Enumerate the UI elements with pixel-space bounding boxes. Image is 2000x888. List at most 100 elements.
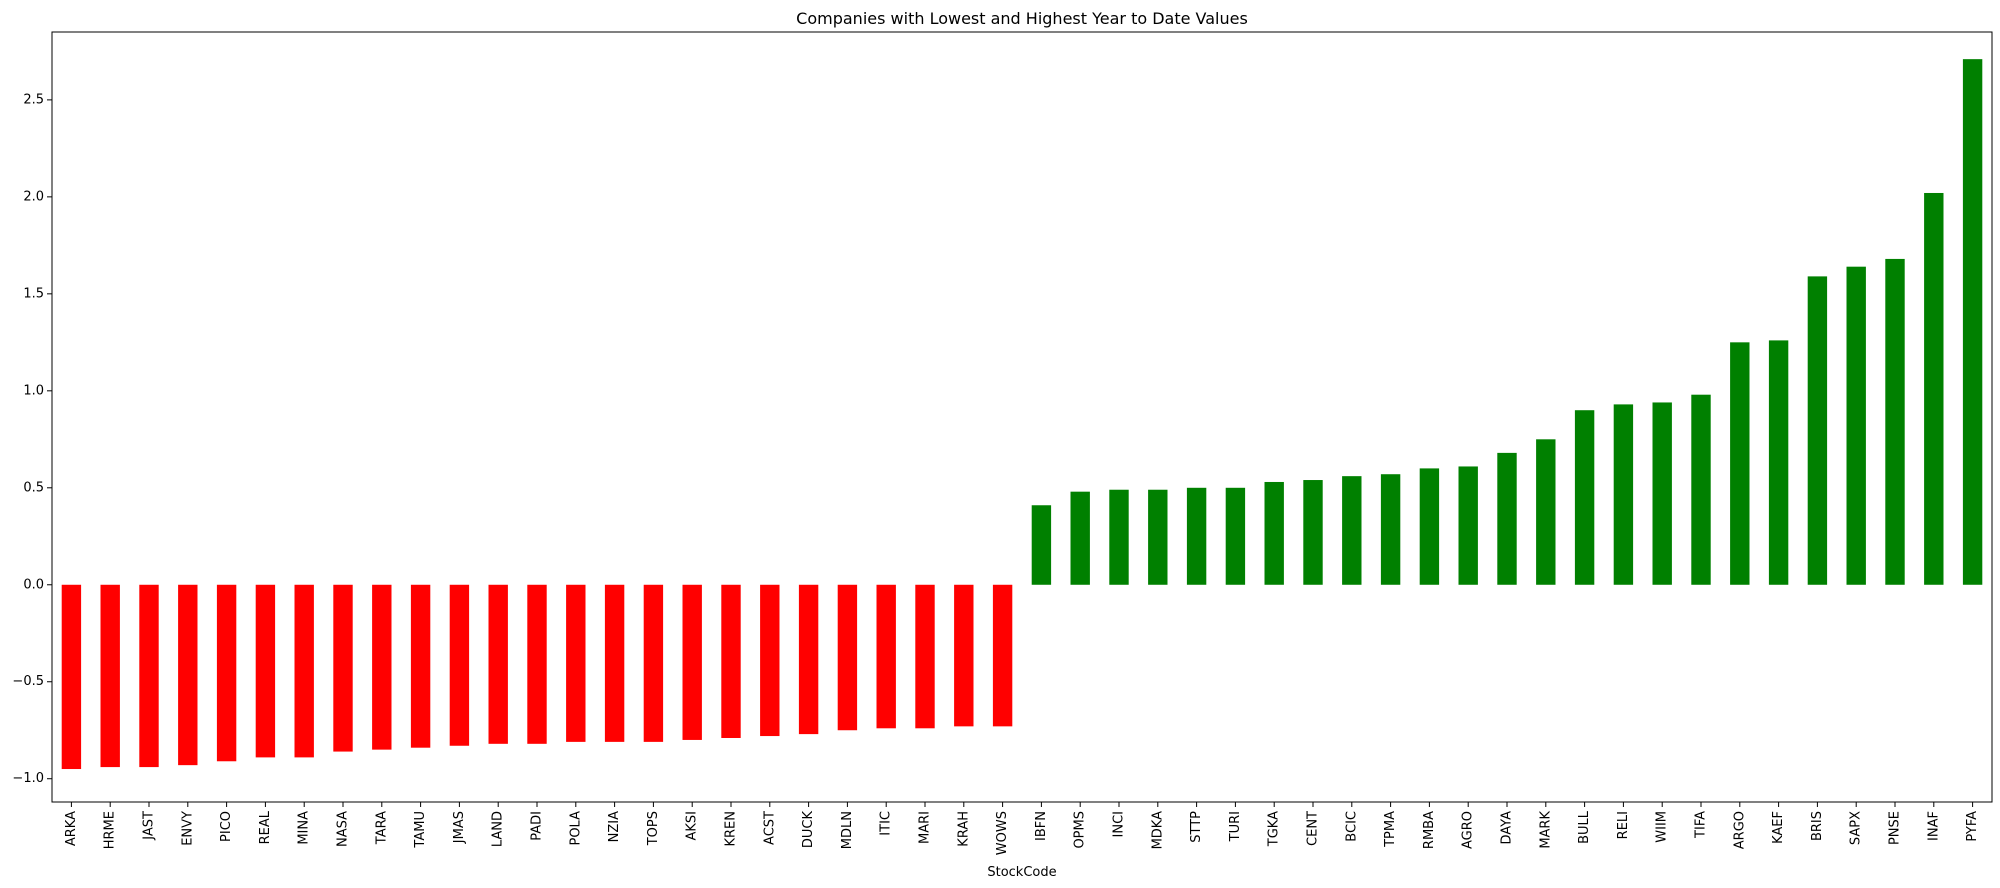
x-tick-label: OPMS bbox=[1073, 811, 1088, 849]
y-tick-label: 1.5 bbox=[23, 286, 44, 301]
x-tick-label: WIIM bbox=[1655, 811, 1670, 843]
x-tick-label: KAEF bbox=[1771, 811, 1786, 844]
x-tick-label: WOWS bbox=[995, 811, 1010, 855]
x-tick-label: ITIC bbox=[879, 811, 894, 836]
x-tick-label: BULL bbox=[1577, 810, 1592, 844]
bar-tops bbox=[643, 584, 664, 742]
x-tick-label: PYFA bbox=[1965, 811, 1980, 842]
bar-real bbox=[255, 584, 276, 758]
bar-envy bbox=[178, 584, 198, 766]
x-tick-label: ARGO bbox=[1732, 811, 1747, 849]
bar-opms bbox=[1070, 491, 1090, 585]
bar-jmas bbox=[449, 584, 470, 746]
y-tick-label: 2.0 bbox=[23, 189, 44, 204]
x-tick-label: JAST bbox=[142, 811, 157, 841]
x-tick-label: LAND bbox=[491, 811, 506, 847]
bar-daya bbox=[1497, 452, 1517, 585]
bar-rmba bbox=[1419, 468, 1440, 585]
x-tick-label: NASA bbox=[336, 811, 351, 847]
bar-kaef bbox=[1768, 340, 1789, 585]
x-tick-label: KRAH bbox=[956, 811, 971, 847]
bar-pnse bbox=[1885, 258, 1905, 585]
bar-arka bbox=[61, 584, 82, 770]
bar-kren bbox=[721, 584, 741, 738]
x-tick-label: RELI bbox=[1616, 811, 1631, 839]
x-tick-label: BRIS bbox=[1810, 811, 1825, 841]
x-axis-label: StockCode bbox=[987, 865, 1056, 880]
bar-inaf bbox=[1924, 192, 1944, 585]
x-tick-label: MARK bbox=[1538, 811, 1553, 849]
bar-bull bbox=[1574, 410, 1595, 585]
x-tick-label: MARI bbox=[918, 811, 933, 844]
x-tick-label: TIFA bbox=[1694, 811, 1709, 839]
bar-krah bbox=[954, 584, 974, 727]
bar-tara bbox=[372, 584, 392, 750]
x-tick-label: REAL bbox=[258, 810, 273, 844]
y-axis: −1.0 −0.5 0.0 0.5 1.0 1.5 2.0 2.5 bbox=[12, 92, 52, 786]
bar-sttp bbox=[1186, 487, 1207, 585]
bar-land bbox=[488, 584, 508, 744]
x-tick-label: TARA bbox=[374, 811, 389, 845]
x-tick-label: AGRO bbox=[1461, 811, 1476, 849]
bar-nasa bbox=[333, 584, 353, 752]
bar-pyfa bbox=[1962, 59, 1983, 585]
x-tick-label: TAMU bbox=[413, 811, 428, 849]
x-tick-label: ARKA bbox=[64, 811, 79, 846]
x-tick-label: INCI bbox=[1112, 811, 1127, 837]
x-tick-label: RMBA bbox=[1422, 811, 1437, 849]
y-tick-label: 0.0 bbox=[23, 577, 44, 592]
bar-tamu bbox=[410, 584, 431, 748]
x-tick-label: MINA bbox=[297, 811, 312, 845]
bar-tifa bbox=[1691, 394, 1711, 585]
bar-pola bbox=[566, 584, 586, 742]
bar-mark bbox=[1536, 439, 1556, 585]
x-tick-label: TGKA bbox=[1267, 811, 1282, 847]
bar-mari bbox=[915, 584, 935, 729]
x-tick-label: IBFN bbox=[1034, 811, 1049, 841]
y-tick-label: −0.5 bbox=[12, 674, 44, 689]
y-tick-label: 2.5 bbox=[23, 92, 44, 107]
x-tick-label: TOPS bbox=[646, 811, 661, 846]
x-axis: ARKA HRME JAST ENVY PICO REAL MINA NASA TARA TAMU… bbox=[64, 802, 1980, 855]
bar-inci bbox=[1109, 489, 1129, 585]
bar-bcic bbox=[1342, 476, 1362, 585]
bar-ibfn bbox=[1031, 505, 1052, 585]
x-tick-label: ENVY bbox=[180, 811, 195, 846]
bar-cent bbox=[1303, 480, 1323, 585]
bar-hrme bbox=[100, 584, 120, 768]
bar-acst bbox=[760, 584, 780, 737]
bar-agro bbox=[1458, 466, 1478, 585]
x-tick-label: CENT bbox=[1306, 811, 1321, 846]
bar-aksi bbox=[682, 584, 702, 740]
bar-bris bbox=[1807, 276, 1828, 585]
x-tick-label: STTP bbox=[1189, 811, 1204, 843]
y-tick-label: −1.0 bbox=[12, 771, 44, 786]
bar-mdka bbox=[1148, 489, 1168, 585]
x-tick-label: JMAS bbox=[452, 811, 467, 844]
x-tick-label: BCIC bbox=[1344, 811, 1359, 842]
bars-group bbox=[61, 59, 1983, 770]
bar-wows bbox=[992, 584, 1013, 727]
bar-turi bbox=[1225, 487, 1246, 585]
bar-nzia bbox=[604, 584, 625, 742]
x-tick-label: TURI bbox=[1228, 811, 1243, 842]
x-tick-label: HRME bbox=[103, 811, 118, 849]
x-tick-label: MDKA bbox=[1150, 811, 1165, 850]
bar-duck bbox=[798, 584, 819, 735]
x-tick-label: MDLN bbox=[840, 811, 855, 849]
bar-sapx bbox=[1846, 266, 1866, 585]
bar-pico bbox=[216, 584, 237, 762]
x-tick-label: INAF bbox=[1926, 811, 1941, 841]
y-tick-label: 1.0 bbox=[23, 383, 44, 398]
bar-reli bbox=[1613, 404, 1634, 585]
bar-wiim bbox=[1652, 402, 1672, 585]
x-tick-label: TPMA bbox=[1383, 811, 1398, 848]
x-tick-label: KREN bbox=[724, 811, 739, 847]
bar-argo bbox=[1730, 342, 1750, 585]
x-tick-label: PICO bbox=[219, 811, 234, 842]
x-tick-label: DUCK bbox=[801, 811, 816, 849]
bar-padi bbox=[527, 584, 547, 744]
chart-title: Companies with Lowest and Highest Year t… bbox=[796, 9, 1248, 28]
bar-tgka bbox=[1264, 481, 1284, 585]
